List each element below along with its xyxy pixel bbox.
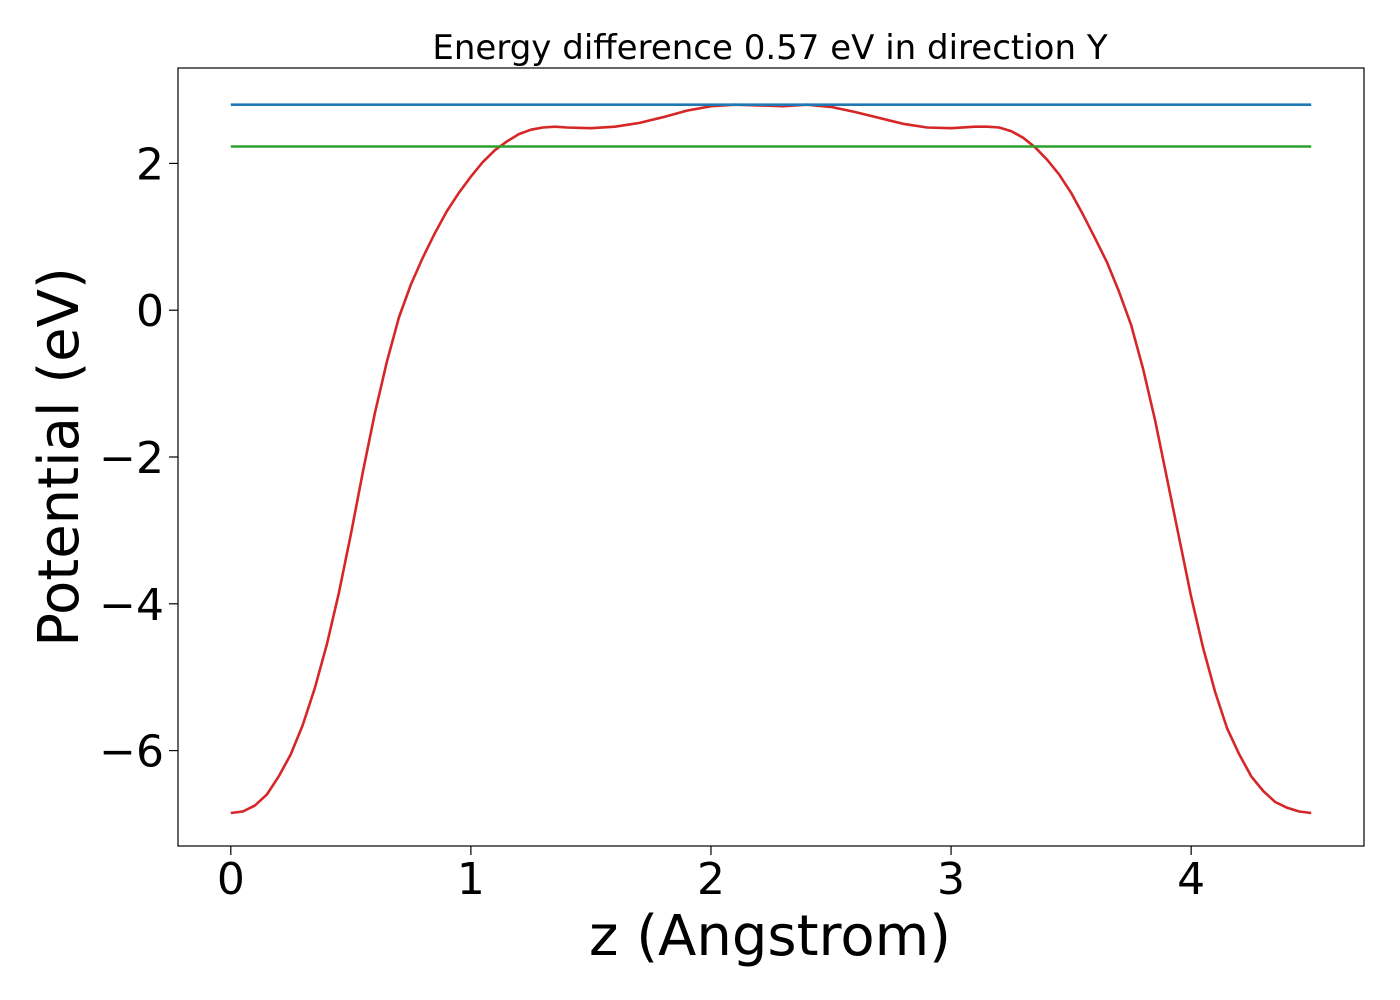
y-axis-label: Potential (eV): [27, 267, 92, 647]
x-tick-label: 0: [217, 854, 245, 905]
x-axis-label: z (Angstrom): [589, 904, 951, 969]
series-layer: [230, 103, 1312, 815]
x-axis: 0 1 2 3 4: [217, 846, 1205, 905]
x-tick-label: 4: [1177, 854, 1205, 905]
y-tick-label: −6: [99, 727, 164, 778]
series-line-1: [230, 103, 1312, 815]
y-tick-label: 0: [136, 286, 164, 337]
x-tick-label: 3: [937, 854, 965, 905]
x-tick-label: 1: [457, 854, 485, 905]
y-tick-label: −2: [99, 433, 164, 484]
x-tick-label: 2: [697, 854, 725, 905]
y-axis: −6 −4 −2 0 2: [99, 139, 178, 778]
plot-frame: [177, 67, 1365, 847]
y-tick-label: −4: [99, 580, 164, 631]
y-tick-label: 2: [136, 139, 164, 190]
chart-title: Energy difference 0.57 eV in direction Y: [432, 28, 1107, 68]
